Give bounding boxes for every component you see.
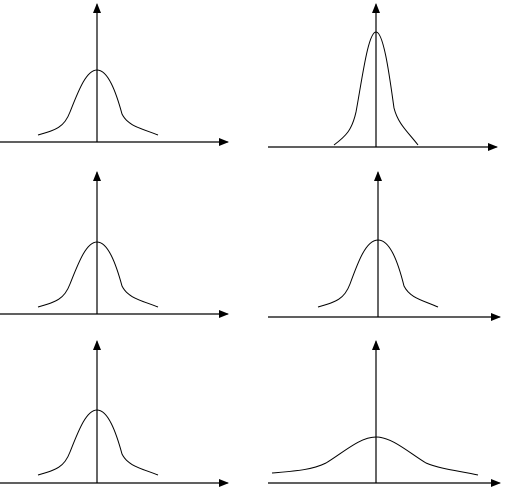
curve	[317, 239, 439, 308]
curve	[37, 69, 159, 136]
curve	[37, 241, 159, 308]
curve	[37, 409, 159, 476]
panel	[0, 171, 229, 318]
panel	[268, 340, 501, 487]
curve	[333, 31, 419, 146]
panel	[0, 3, 229, 146]
panel	[268, 171, 501, 321]
panel	[0, 340, 229, 487]
curve	[271, 436, 479, 476]
panel	[268, 3, 498, 151]
